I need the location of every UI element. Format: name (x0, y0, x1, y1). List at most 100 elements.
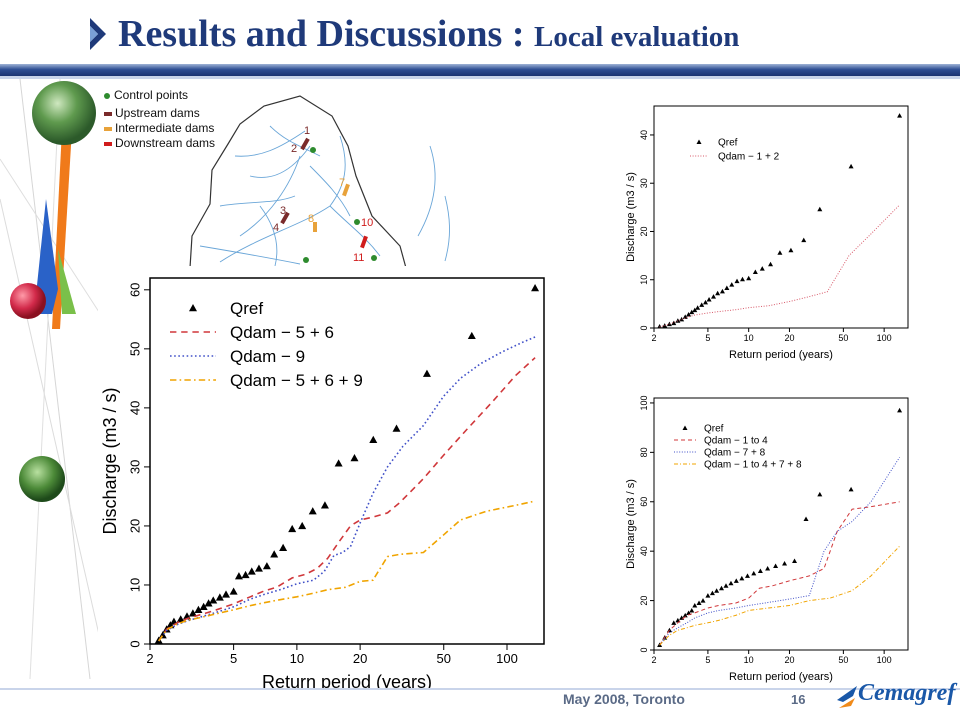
bottom-right-x-tick-label: 2 (651, 655, 656, 665)
top-right-y-tick-label: 40 (639, 130, 649, 140)
top-right-qref-point (788, 247, 794, 253)
main-y-tick-label: 0 (127, 640, 142, 647)
bottom-right-x-tick-label: 50 (838, 655, 848, 665)
catchment-map-graphic (189, 95, 450, 269)
chevron-right-icon (90, 18, 106, 50)
main-qref-point (320, 501, 329, 509)
top-right-x-tick-label: 100 (877, 333, 892, 343)
top-right-series-line-1 (659, 204, 900, 328)
main-legend-label: Qdam − 5 + 6 (230, 323, 334, 342)
main-y-tick-label: 10 (127, 578, 142, 592)
top-right-x-tick-label: 20 (784, 333, 794, 343)
main-qref-point (222, 590, 231, 598)
cemagref-logo-icon (837, 686, 857, 708)
main-y-tick-label: 60 (127, 283, 142, 297)
upstream-dam-marker (104, 111, 112, 116)
bottom-right-legend-marker (682, 425, 688, 430)
bottom-right-qref-point (757, 568, 763, 573)
bottom-right-qref-point (728, 580, 734, 586)
top-right-qref-point (817, 206, 823, 212)
title-rule-light (0, 76, 960, 79)
bottom-right-qref-point (739, 575, 745, 581)
top-right-y-tick-label: 20 (639, 226, 649, 236)
top-right-qref-point (715, 290, 721, 296)
main-qref-point (262, 562, 271, 570)
bottom-right-x-axis-label: Return period (years) (729, 671, 833, 683)
main-qref-point (279, 543, 288, 551)
top-right-qref-point (671, 320, 677, 326)
top-right-y-axis-label: Discharge (m3 / s) (625, 172, 637, 262)
top-right-qref-point (699, 302, 705, 307)
top-right-legend-label: Qdam − 1 + 2 (718, 152, 780, 163)
dam-label-11: 11 (353, 252, 364, 264)
main-x-tick-label: 50 (437, 651, 451, 666)
bottom-right-y-tick-label: 80 (639, 447, 649, 457)
top-right-qref-point (777, 250, 783, 255)
bottom-right-x-tick-label: 5 (705, 655, 710, 665)
bottom-right-qref-point (714, 588, 720, 593)
main-x-tick-label: 10 (290, 651, 304, 666)
bottom-right-x-tick-label: 100 (877, 655, 892, 665)
top-right-qref-point (739, 276, 745, 282)
main-qref-point (209, 596, 218, 604)
top-right-svg: 2 5 10 20 50 100 0 10 20 30 40 Return period (years… (625, 105, 909, 361)
top-right-x-tick-label: 5 (705, 333, 710, 343)
bottom-right-qref-point (692, 603, 698, 608)
main-qref-point (241, 570, 250, 579)
main-series-line-1 (158, 357, 536, 642)
intermediate-dam-marker (104, 126, 112, 131)
top-right-x-tick-label: 10 (744, 333, 754, 343)
bottom-right-qref-point (700, 598, 706, 603)
top-right-qref-point (752, 269, 758, 275)
top-right-plot-frame (653, 105, 909, 329)
main-qref-point (229, 587, 238, 595)
top-right-qref-point (848, 163, 854, 169)
dam-label-3: 3 (280, 205, 286, 217)
bottom-right-qref-point (671, 620, 677, 625)
bottom-right-legend-label: Qref (704, 424, 724, 435)
map-legend-label: Intermediate dams (115, 121, 215, 135)
top-right-y-tick-label: 0 (639, 325, 649, 330)
top-right-qref-point (686, 311, 692, 317)
main-series-line-2 (158, 336, 536, 642)
main-x-axis-label: Return period (years) (262, 672, 432, 690)
main-qref-point (369, 435, 378, 443)
bottom-right-qref-point (719, 585, 725, 591)
main-qref-point (247, 567, 256, 575)
top-right-qref-point (682, 314, 688, 319)
bottom-right-qref-point (682, 612, 688, 618)
bottom-right-qref-point (709, 590, 715, 596)
chart-main: 2 5 10 20 50 100 0 10 20 30 40 50 60 Return period (y… (98, 266, 556, 690)
bottom-right-qref-point (848, 486, 854, 492)
main-qref-point (234, 572, 243, 580)
dam-label-8: 8 (308, 213, 314, 225)
main-series-line-3 (158, 500, 536, 642)
main-legend-label: Qdam − 5 + 6 + 9 (230, 371, 363, 390)
dam-label-7: 7 (339, 177, 345, 189)
dam-label-4: 4 (273, 222, 279, 234)
main-y-tick-label: 30 (127, 460, 142, 474)
main-qref-point (204, 599, 213, 607)
top-right-qref-point (768, 261, 774, 267)
top-right-qref-point (706, 297, 712, 302)
map-legend: Control points Upstream dams Intermediat… (104, 88, 224, 151)
bottom-right-qref-point (773, 563, 779, 568)
bottom-right-qref-point (666, 627, 672, 633)
chart-top-right: 2 5 10 20 50 100 0 10 20 30 40 Return period (years… (622, 100, 916, 362)
main-x-tick-label: 2 (146, 651, 153, 666)
main-legend-label: Qref (230, 299, 263, 318)
bottom-right-series-line-1 (659, 501, 900, 646)
slide-title-main: Results and Discussions : (118, 13, 534, 55)
title-rule (0, 64, 960, 76)
bottom-right-qref-point (723, 583, 729, 588)
top-right-qref-point (689, 309, 695, 315)
top-right-qref-point (657, 324, 663, 329)
dam-label-10: 10 (361, 217, 373, 229)
logo-text: Cemagref (858, 680, 956, 706)
map-legend-label: Downstream dams (115, 136, 216, 150)
top-right-x-axis-label: Return period (years) (729, 349, 833, 361)
bottom-right-plot-frame (653, 397, 909, 651)
bottom-right-y-tick-label: 40 (639, 546, 649, 556)
top-right-x-tick-label: 2 (651, 333, 656, 343)
bottom-right-series-line-2 (659, 457, 901, 646)
